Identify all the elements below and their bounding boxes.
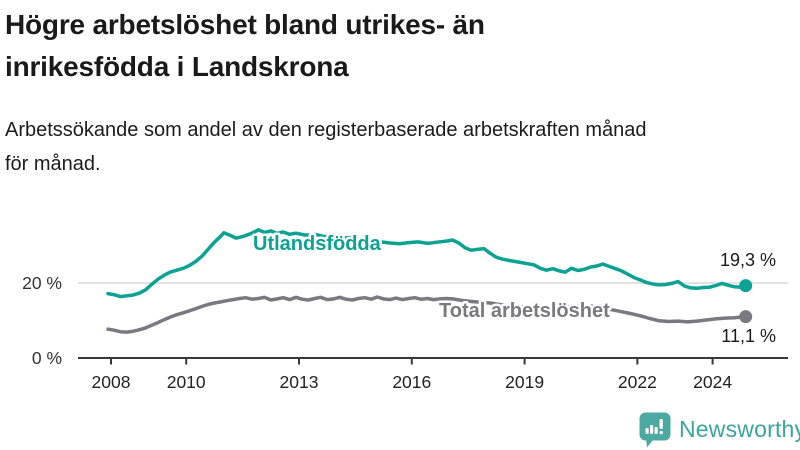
x-tick-label: 2010 [167,372,206,392]
x-tick-label: 2019 [505,372,544,392]
series-end-dot-total-arbetsl-shet [739,310,753,324]
series-end-value-utlandsf-dda: 19,3 % [720,250,776,270]
chart-title: Högre arbetslöshet bland utrikes- än inr… [5,4,765,88]
series-end-value-total-arbetsl-shet: 11,1 % [721,326,776,346]
x-tick-label: 2016 [392,372,431,392]
series-label-utlandsf-dda: Utlandsfödda [253,233,382,255]
series-line-utlandsf-dda [106,228,748,299]
newsworthy-brand-link[interactable]: Newsworthy [638,411,800,448]
x-axis-ticks: 2008 2010 2013 2016 2019 2022 2024 [92,358,732,392]
chart-title-line-2: inrikesfödda i Landskrona [5,51,349,82]
y-tick-label-0: 0 % [32,348,62,368]
chart-subtitle: Arbetssökande som andel av den registerb… [5,113,795,181]
x-tick-label: 2008 [92,372,131,392]
x-tick-label: 2022 [618,372,657,392]
chart-subtitle-line-1: Arbetssökande som andel av den registerb… [5,119,647,141]
series-layer: Utlandsfödda 19,3 % Total arbetslöshet 11,1… [106,228,776,346]
chart-title-line-1: Högre arbetslöshet bland utrikes- än [5,9,485,40]
chart-subtitle-line-2: för månad. [5,153,101,175]
x-tick-label: 2024 [693,372,732,392]
newsworthy-wordmark: Newsworthy [679,416,800,442]
series-end-dot-utlandsf-dda [739,279,753,293]
series-label-total-arbetsl-shet: Total arbetslöshet [439,300,610,322]
bar-chart-speech-bubble-icon [639,412,671,448]
x-tick-label: 2013 [280,372,319,392]
mini-bar-chart-glyph [645,419,663,435]
y-tick-label-20: 20 % [22,273,62,293]
series-line-total-arbetsl-shet [106,295,748,334]
